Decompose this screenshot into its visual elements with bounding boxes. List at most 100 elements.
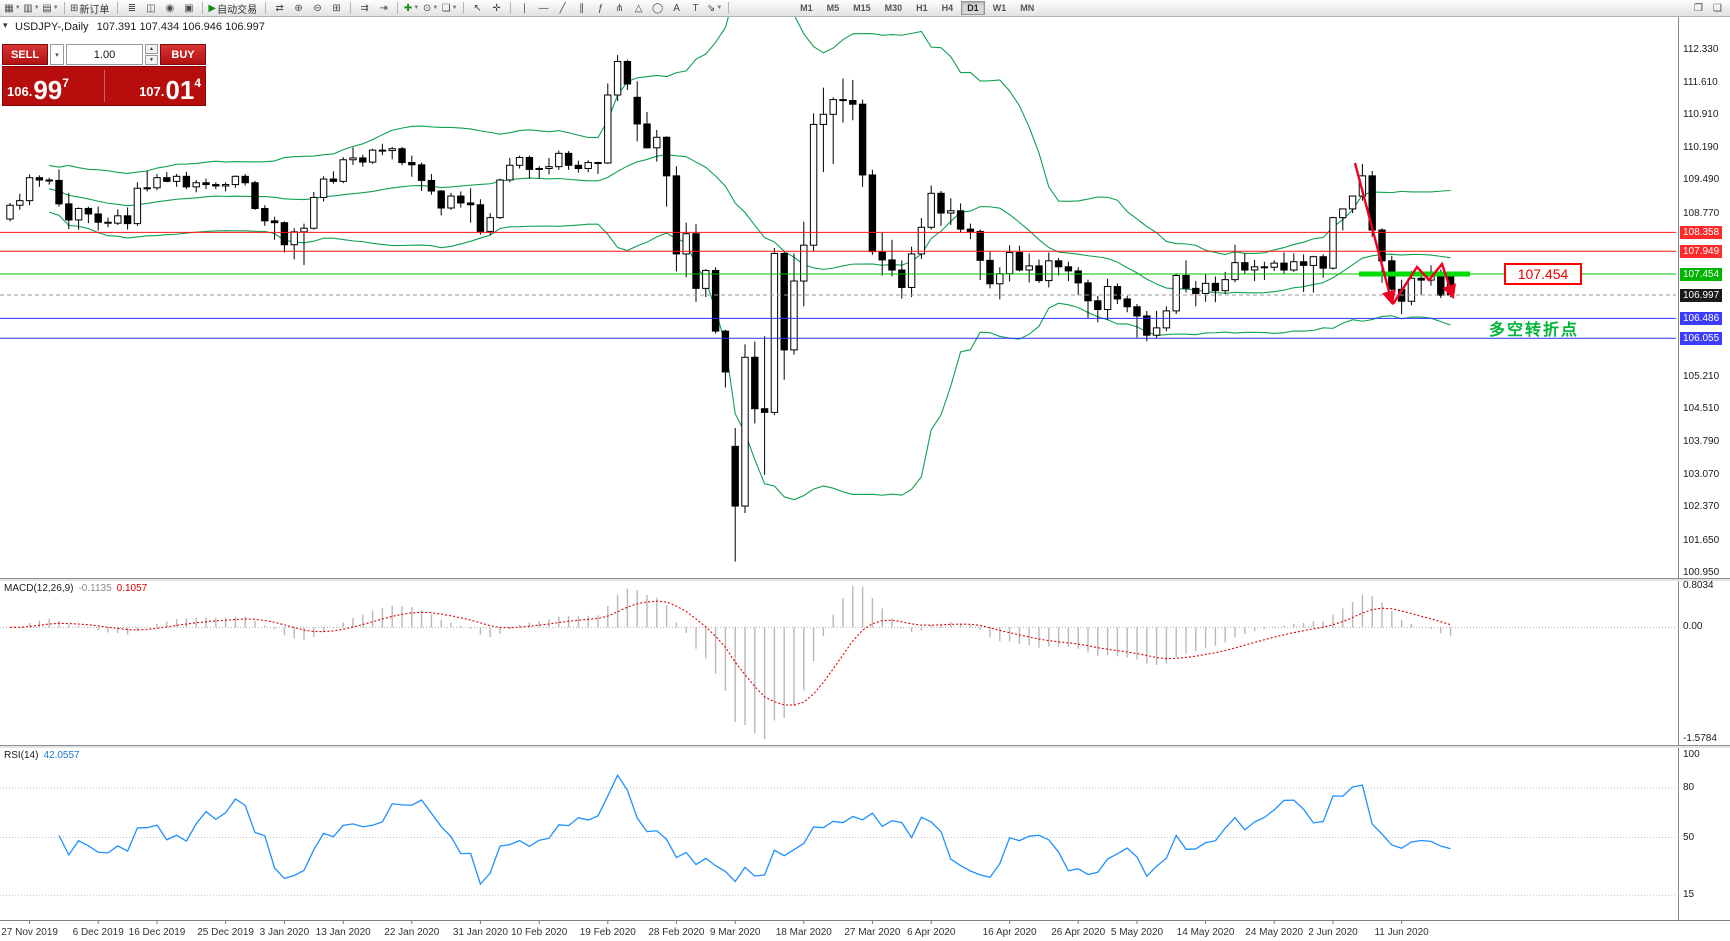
shapes-icon[interactable]: △ (634, 2, 643, 14)
ask-big-digits: 01 (165, 75, 195, 105)
window-restore-icon[interactable]: ❐ (1694, 3, 1703, 14)
price-axis-tick: 110.190 (1683, 142, 1719, 154)
text-label-icon[interactable]: T (692, 2, 699, 14)
price-axis-tick: 100.950 (1683, 566, 1720, 578)
timeframe-mn[interactable]: MN (1020, 3, 1035, 13)
horizontal-line-icon[interactable]: — (538, 2, 549, 14)
macd-main-value: -0.1135 (78, 583, 112, 594)
terminal-icon[interactable]: ▣ (184, 2, 194, 14)
zoom-in-icon[interactable]: ⊕ (294, 2, 303, 14)
price-callout: 107.454 (1504, 263, 1582, 285)
rsi-panel[interactable] (0, 747, 1678, 920)
svg-text:24 May 2020: 24 May 2020 (1245, 927, 1303, 938)
volume-dropdown[interactable]: ▾ (50, 44, 64, 65)
price-axis-tick: 80 (1683, 782, 1695, 793)
panel-splitter[interactable] (0, 578, 1730, 581)
toolbar-separator (64, 2, 65, 14)
price-axis-tick: 100 (1683, 749, 1700, 760)
svg-text:5 May 2020: 5 May 2020 (1111, 927, 1164, 938)
toolbar-separator (350, 2, 352, 14)
timeframe-h4[interactable]: H4 (941, 3, 954, 13)
toolbar-separator (117, 2, 119, 14)
svg-text:22 Jan 2020: 22 Jan 2020 (384, 927, 439, 938)
svg-text:6 Dec 2019: 6 Dec 2019 (73, 927, 125, 938)
timeframe-h1[interactable]: H1 (916, 3, 928, 13)
tile-windows-icon[interactable]: ⊞ (332, 2, 341, 14)
pitchfork-icon[interactable]: ⋔ (615, 2, 624, 14)
auto-scroll-icon[interactable]: ⇉ (360, 2, 369, 14)
price-axis[interactable]: 112.330 111.610 110.910 110.190 109.490 108.7… (1678, 17, 1730, 920)
price-axis-tick: 50 (1683, 831, 1695, 843)
macd-panel[interactable] (0, 580, 1678, 745)
periods-icon[interactable]: ⊙ ▼ (422, 2, 439, 14)
timeframe-m15[interactable]: M15 (853, 3, 871, 13)
market-watch-icon[interactable]: ≣ (127, 2, 137, 14)
macd-name: MACD(12,26,9) (4, 583, 74, 594)
chart-profiles-icon[interactable]: ▥ ▼ (23, 2, 40, 14)
channel-icon[interactable]: ∥ (579, 2, 585, 14)
chart-symbol-period: USDJPY-,Daily (15, 21, 89, 33)
new-order-button[interactable]: ⊞ 新订单 (70, 2, 110, 16)
svg-text:19 Feb 2020: 19 Feb 2020 (580, 927, 637, 938)
toolbar-separator (202, 2, 204, 14)
one-click-trade-widget: SELL ▾ 1.00 ▲ ▼ BUY 106. 99 7 107. 01 4 (2, 44, 206, 106)
volume-input[interactable]: 1.00 (66, 44, 143, 65)
volume-up-button[interactable]: ▲ (145, 44, 158, 54)
window-panel-icon[interactable]: ❑ (1713, 3, 1722, 14)
data-window-icon[interactable]: ◫ (146, 2, 156, 14)
sell-button[interactable]: SELL (2, 44, 48, 65)
ask-pipette: 4 (194, 76, 201, 90)
align-icon[interactable]: ⇄ (275, 2, 284, 14)
svg-text:10 Feb 2020: 10 Feb 2020 (511, 927, 568, 938)
price-axis-tick: 104.510 (1683, 403, 1720, 415)
turning-point-label: 多空转折点 (1489, 322, 1580, 339)
ask-price[interactable]: 107. 01 4 (105, 67, 206, 105)
one-click-collapse-icon[interactable]: ▾ (3, 20, 8, 30)
arrows-tool-icon[interactable]: ⇘ ▼ (706, 2, 723, 14)
price-axis-badge: 107.454 (1680, 267, 1723, 281)
toolbar-separator (397, 2, 399, 14)
svg-text:25 Dec 2019: 25 Dec 2019 (197, 927, 254, 938)
price-axis-badge: 107.949 (1680, 245, 1723, 259)
svg-text:2 Jun 2020: 2 Jun 2020 (1308, 927, 1358, 938)
bid-prefix: 106. (7, 84, 33, 99)
price-axis-tick: 101.650 (1683, 534, 1720, 546)
svg-text:3 Jan 2020: 3 Jan 2020 (260, 927, 310, 938)
timeframe-m1[interactable]: M1 (800, 3, 813, 13)
macd-signal-value: 0.1057 (116, 583, 148, 594)
chart-shift-icon[interactable]: ⇥ (379, 2, 388, 14)
bid-price[interactable]: 106. 99 7 (3, 67, 104, 105)
buy-button[interactable]: BUY (160, 44, 206, 65)
price-axis-tick: 109.490 (1683, 174, 1720, 186)
timeframe-m30[interactable]: M30 (884, 3, 903, 13)
price-axis-tick: 105.210 (1683, 371, 1720, 383)
templates-icon[interactable]: ▤ ▼ (42, 2, 59, 14)
svg-text:16 Dec 2019: 16 Dec 2019 (129, 927, 186, 938)
timeframe-d1[interactable]: D1 (961, 1, 985, 15)
auto-trading-button[interactable]: ▶ 自动交易 (208, 2, 258, 16)
zoom-out-icon[interactable]: ⊖ (313, 2, 322, 14)
navigator-icon[interactable]: ◉ (165, 2, 175, 14)
text-icon[interactable]: A (673, 2, 680, 14)
panel-splitter[interactable] (0, 745, 1730, 748)
template-menu-icon[interactable]: ❏ ▼ (441, 2, 458, 14)
crosshair-icon[interactable]: ✛ (492, 2, 501, 14)
price-axis-tick: 110.910 (1683, 109, 1719, 121)
trendline-icon[interactable]: ╱ (559, 2, 566, 14)
fibonacci-icon[interactable]: ƒ (597, 2, 604, 14)
main-chart[interactable] (0, 17, 1678, 578)
cursor-icon[interactable]: ↖ (473, 2, 482, 14)
timeframe-w1[interactable]: W1 (992, 3, 1007, 13)
volume-down-button[interactable]: ▼ (145, 55, 158, 65)
svg-text:26 Apr 2020: 26 Apr 2020 (1051, 927, 1105, 938)
timeframe-m5[interactable]: M5 (826, 3, 840, 13)
rsi-label: RSI(14) 42.0557 (4, 750, 85, 761)
new-chart-icon[interactable]: ▦ ▼ (4, 2, 21, 14)
vertical-line-icon[interactable]: ∣ (522, 2, 528, 14)
svg-text:28 Feb 2020: 28 Feb 2020 (648, 927, 705, 938)
ellipse-icon[interactable]: ◯ (651, 2, 664, 14)
toolbar: ▦ ▼ ▥ ▼ ▤ ▼ ⊞ 新订单 ≣ ◫ ◉ ▣ ▶ 自动交易 ⇄ ⊕ ⊖ ⊞ ⇉ ⇥ ✚ ▼ ⊙ ▼ ❏ ▼ ↖ ✛ ∣ — ╱ ∥ ƒ ⋔ △… (0, 0, 1730, 17)
price-divider (103, 70, 105, 102)
indicators-icon[interactable]: ✚ ▼ (403, 2, 420, 14)
